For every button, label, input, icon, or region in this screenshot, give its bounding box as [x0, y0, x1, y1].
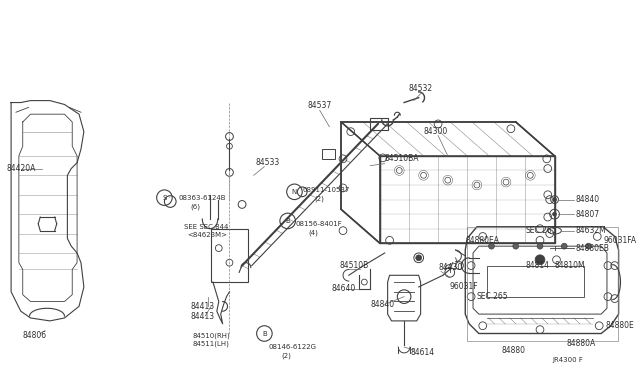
Text: SEC.265: SEC.265 — [525, 226, 557, 235]
Text: S: S — [162, 195, 166, 201]
Text: 08156-8401F: 08156-8401F — [296, 221, 342, 227]
Bar — [322, 149, 335, 159]
Text: 84814: 84814 — [525, 261, 549, 270]
Text: 84614: 84614 — [411, 349, 435, 357]
Text: 84510BA: 84510BA — [385, 154, 419, 163]
Circle shape — [552, 198, 557, 202]
Text: (2): (2) — [315, 195, 324, 202]
Text: 84840: 84840 — [576, 195, 600, 204]
Text: 84430: 84430 — [438, 263, 462, 272]
Text: 84810M: 84810M — [554, 261, 585, 270]
Text: 84510(RH): 84510(RH) — [193, 332, 230, 339]
Circle shape — [488, 243, 494, 249]
Text: 84413: 84413 — [191, 311, 215, 321]
Bar — [211, 229, 248, 282]
Text: 84532: 84532 — [409, 84, 433, 93]
Text: 84880EA: 84880EA — [465, 236, 499, 245]
Text: 08363-6124B: 08363-6124B — [178, 195, 225, 201]
Circle shape — [513, 243, 518, 249]
Text: B: B — [262, 330, 267, 337]
Text: SEC.265: SEC.265 — [477, 292, 509, 301]
Text: JR4300 F: JR4300 F — [553, 357, 584, 363]
Text: 84806: 84806 — [23, 331, 47, 340]
Text: 84300: 84300 — [424, 127, 448, 136]
Circle shape — [537, 243, 543, 249]
Circle shape — [552, 212, 557, 216]
Text: 84880EB: 84880EB — [576, 244, 610, 253]
Text: 84840: 84840 — [370, 300, 394, 309]
Text: 84533: 84533 — [255, 158, 280, 167]
Text: 08911-10537: 08911-10537 — [302, 187, 349, 193]
Text: SEE SEC.844: SEE SEC.844 — [184, 224, 228, 230]
Text: (4): (4) — [308, 229, 318, 236]
Circle shape — [416, 255, 422, 261]
Circle shape — [586, 243, 591, 249]
Text: 84632M: 84632M — [576, 226, 607, 235]
Text: 84880A: 84880A — [566, 339, 595, 348]
Text: (2): (2) — [281, 353, 291, 359]
Text: 96031FA: 96031FA — [603, 236, 636, 245]
Text: 84807: 84807 — [576, 210, 600, 219]
Text: 84420A: 84420A — [6, 164, 36, 173]
Text: 96031F: 96031F — [450, 282, 478, 291]
Text: 84510B: 84510B — [339, 261, 369, 270]
Text: 84640: 84640 — [332, 284, 356, 294]
Text: <84623M>: <84623M> — [188, 232, 228, 238]
Text: 08146-6122G: 08146-6122G — [268, 344, 316, 350]
Bar — [370, 118, 388, 130]
Text: 84880E: 84880E — [605, 321, 634, 330]
Text: 84413: 84413 — [191, 302, 215, 311]
Circle shape — [561, 243, 567, 249]
Text: 84880: 84880 — [501, 346, 525, 355]
Text: (6): (6) — [191, 203, 200, 210]
Circle shape — [535, 255, 545, 264]
Text: 84537: 84537 — [307, 101, 332, 110]
Text: N: N — [292, 189, 297, 195]
Text: 84511(LH): 84511(LH) — [193, 341, 230, 347]
Bar — [467, 227, 618, 341]
Text: B: B — [285, 218, 290, 224]
Bar — [486, 266, 584, 296]
